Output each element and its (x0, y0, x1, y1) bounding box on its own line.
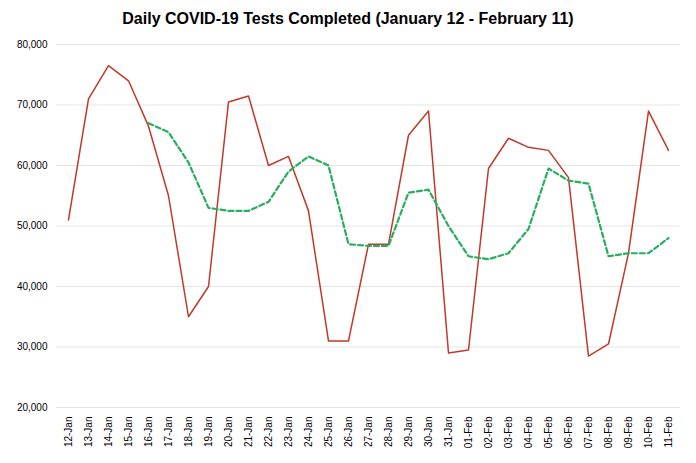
svg-text:24-Jan: 24-Jan (303, 417, 314, 448)
svg-text:25-Jan: 25-Jan (323, 417, 334, 448)
svg-text:60,000: 60,000 (17, 160, 48, 171)
svg-text:70,000: 70,000 (17, 99, 48, 110)
svg-text:03-Feb: 03-Feb (503, 416, 514, 448)
svg-text:14-Jan: 14-Jan (103, 417, 114, 448)
svg-text:50,000: 50,000 (17, 220, 48, 231)
svg-text:09-Feb: 09-Feb (623, 416, 634, 448)
svg-text:29-Jan: 29-Jan (403, 417, 414, 448)
svg-text:21-Jan: 21-Jan (243, 417, 254, 448)
svg-text:05-Feb: 05-Feb (543, 416, 554, 448)
svg-text:19-Jan: 19-Jan (203, 417, 214, 448)
svg-text:02-Feb: 02-Feb (483, 416, 494, 448)
svg-text:20,000: 20,000 (17, 402, 48, 413)
svg-text:18-Jan: 18-Jan (183, 417, 194, 448)
svg-text:13-Jan: 13-Jan (83, 417, 94, 448)
svg-text:22-Jan: 22-Jan (263, 417, 274, 448)
svg-text:15-Jan: 15-Jan (123, 417, 134, 448)
svg-text:07-Feb: 07-Feb (583, 416, 594, 448)
svg-text:23-Jan: 23-Jan (283, 417, 294, 448)
svg-text:26-Jan: 26-Jan (343, 417, 354, 448)
svg-text:12-Jan: 12-Jan (63, 417, 74, 448)
svg-text:20-Jan: 20-Jan (223, 417, 234, 448)
svg-text:08-Feb: 08-Feb (603, 416, 614, 448)
svg-text:80,000: 80,000 (17, 39, 48, 50)
svg-text:40,000: 40,000 (17, 281, 48, 292)
svg-text:28-Jan: 28-Jan (383, 417, 394, 448)
html-text:Daily COVID-19 Tests Completed: Daily COVID-19 Tests Completed (January … (122, 10, 574, 27)
svg-text:30-Jan: 30-Jan (423, 417, 434, 448)
svg-text:17-Jan: 17-Jan (163, 417, 174, 448)
svg-text:11-Feb: 11-Feb (663, 416, 674, 447)
svg-text:01-Feb: 01-Feb (463, 416, 474, 448)
svg-text:04-Feb: 04-Feb (523, 416, 534, 448)
svg-text:10-Feb: 10-Feb (643, 416, 654, 448)
svg-text:06-Feb: 06-Feb (563, 416, 574, 448)
svg-text:27-Jan: 27-Jan (363, 417, 374, 448)
svg-text:31-Jan: 31-Jan (443, 417, 454, 448)
svg-text:16-Jan: 16-Jan (143, 417, 154, 448)
svg-text:30,000: 30,000 (17, 341, 48, 352)
